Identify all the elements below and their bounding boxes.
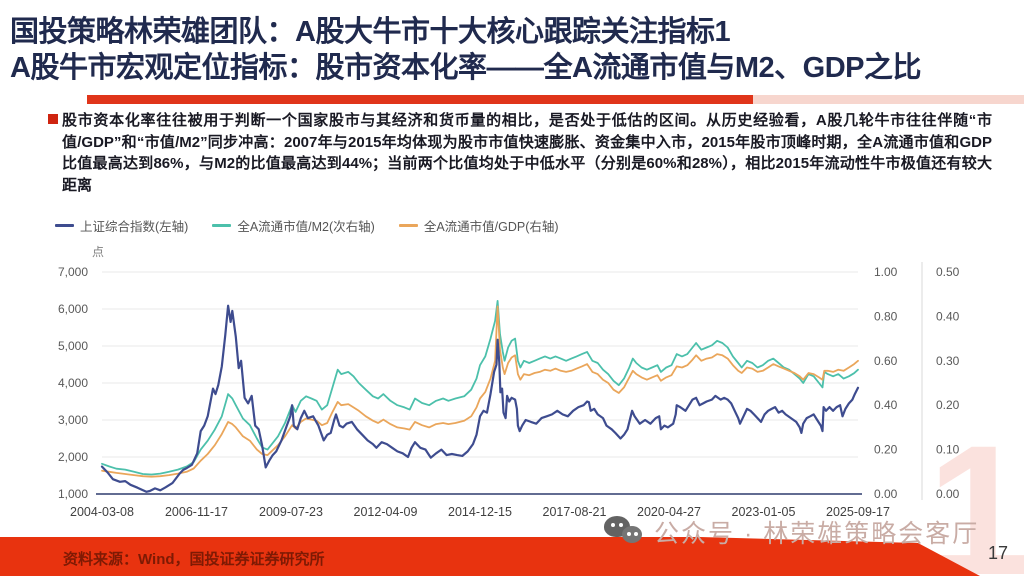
legend-item-sse: 上证综合指数(左轴)	[55, 216, 188, 235]
legend-swatch-sse	[55, 224, 74, 227]
svg-text:0.60: 0.60	[874, 354, 898, 368]
svg-text:6,000: 6,000	[58, 302, 88, 316]
svg-text:2006-11-17: 2006-11-17	[165, 505, 228, 519]
legend-label-gdp: 全A流通市值/GDP(右轴)	[423, 220, 559, 234]
svg-text:1.00: 1.00	[874, 265, 898, 279]
svg-text:2023-01-05: 2023-01-05	[732, 505, 796, 519]
legend-label-m2: 全A流通市值/M2(次右轴)	[237, 220, 375, 234]
svg-text:0.20: 0.20	[874, 443, 898, 457]
legend-label-sse: 上证综合指数(左轴)	[80, 220, 189, 234]
watermark-text: 公众号 · 林荣雄策略会客厅	[654, 520, 980, 548]
svg-text:7,000: 7,000	[58, 265, 88, 279]
svg-text:2014-12-15: 2014-12-15	[448, 505, 512, 519]
svg-text:5,000: 5,000	[58, 339, 88, 353]
legend-item-m2: 全A流通市值/M2(次右轴)	[212, 216, 375, 235]
svg-text:2017-08-21: 2017-08-21	[543, 505, 607, 519]
svg-text:0.40: 0.40	[936, 309, 960, 323]
chart-legend: 上证综合指数(左轴) 全A流通市值/M2(次右轴) 全A流通市值/GDP(右轴)	[55, 216, 559, 235]
svg-text:2012-04-09: 2012-04-09	[354, 505, 418, 519]
legend-item-gdp: 全A流通市值/GDP(右轴)	[398, 216, 559, 235]
svg-text:3,000: 3,000	[58, 413, 88, 427]
page-number: 17	[988, 543, 1009, 563]
title-block: 国投策略林荣雄团队：A股大牛市十大核心跟踪关注指标1 A股牛市宏观定位指标：股市…	[10, 14, 1020, 86]
title-line-1: 国投策略林荣雄团队：A股大牛市十大核心跟踪关注指标1	[10, 16, 731, 48]
title-line-2: A股牛市宏观定位指标：股市资本化率——全A流通市值与M2、GDP之比	[10, 52, 922, 84]
bullet-square-icon	[48, 114, 58, 124]
wechat-icon	[604, 516, 646, 548]
bullet-block: 股市资本化率往往被用于判断一个国家股市与其经济和货币量的相比，是否处于低估的区间…	[48, 110, 998, 196]
svg-text:0.40: 0.40	[874, 398, 898, 412]
left-axis-unit-label: 点	[92, 245, 105, 259]
svg-text:0.50: 0.50	[936, 265, 960, 279]
svg-text:4,000: 4,000	[58, 376, 88, 390]
legend-swatch-m2	[212, 224, 232, 227]
svg-text:0.00: 0.00	[874, 487, 898, 501]
svg-text:2009-07-23: 2009-07-23	[259, 505, 323, 519]
wechat-bubble-small	[622, 526, 642, 543]
big-one-watermark: 1	[927, 408, 1024, 576]
svg-text:2,000: 2,000	[58, 450, 88, 464]
svg-text:0.80: 0.80	[874, 309, 898, 323]
source-text: 资料来源：Wind，国投证券证券研究所	[63, 551, 325, 568]
title-underline-bar	[87, 95, 753, 104]
svg-text:2020-04-27: 2020-04-27	[637, 505, 701, 519]
title-underline-pale-bar	[753, 95, 1024, 104]
svg-text:1,000: 1,000	[58, 487, 88, 501]
svg-text:2004-03-08: 2004-03-08	[70, 505, 134, 519]
svg-text:0.20: 0.20	[936, 398, 960, 412]
footer-red-bar	[0, 537, 980, 576]
svg-text:0.10: 0.10	[936, 443, 960, 457]
bullet-text: 股市资本化率往往被用于判断一个国家股市与其经济和货币量的相比，是否处于低估的区间…	[62, 112, 992, 194]
svg-text:0.30: 0.30	[936, 354, 960, 368]
watermark-row: 公众号 · 林荣雄策略会客厅	[604, 514, 979, 550]
svg-text:0.00: 0.00	[936, 487, 960, 501]
svg-text:2025-09-17: 2025-09-17	[826, 505, 890, 519]
legend-swatch-gdp	[398, 224, 418, 227]
